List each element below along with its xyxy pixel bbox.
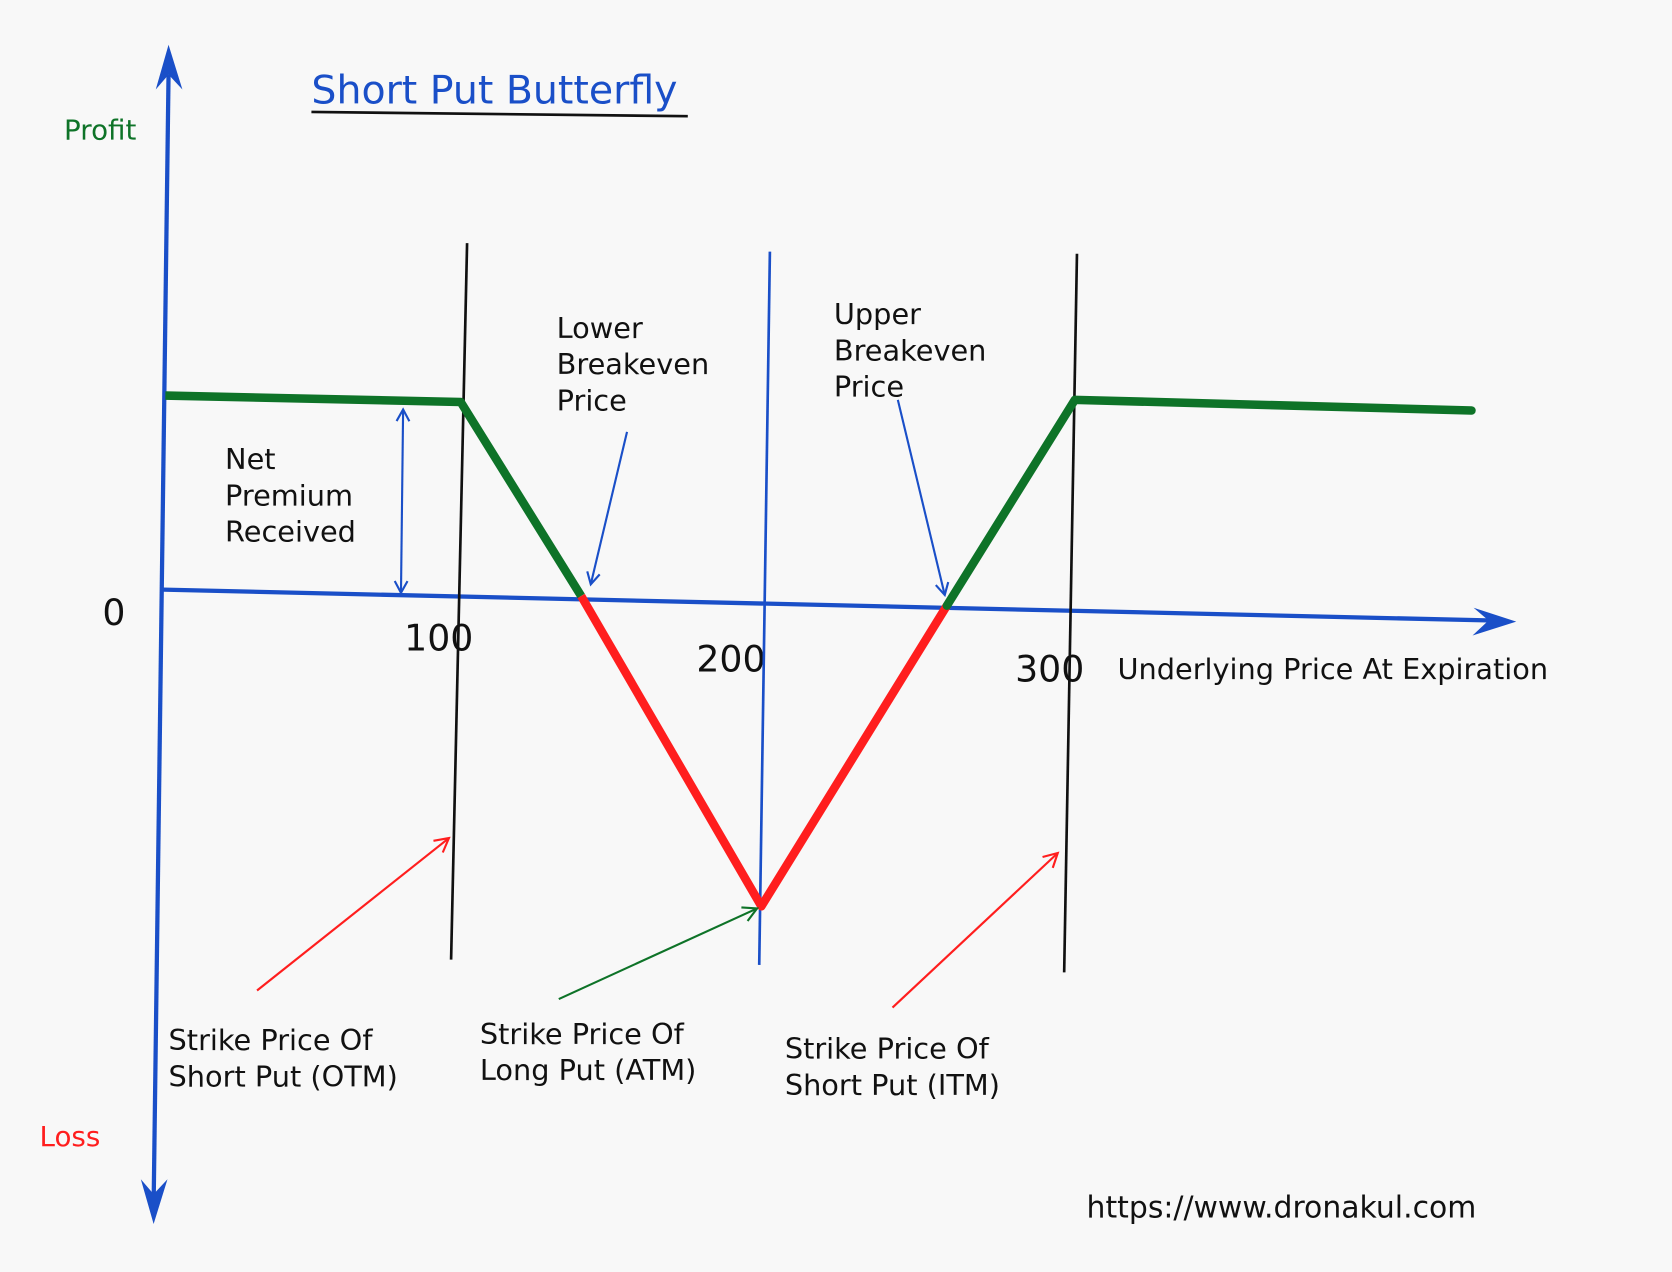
- net-premium-label: Net Premium Received: [225, 442, 362, 549]
- strike-atm-label: Strike Price Of Long Put (ATM): [480, 1017, 697, 1087]
- x-axis: [163, 587, 1493, 623]
- strike-atm-arrow-icon: [558, 908, 757, 1001]
- upper-breakeven-label: Upper Breakeven Price: [834, 297, 996, 404]
- lower-breakeven-label: Lower Breakeven Price: [557, 311, 719, 418]
- y-axis: [151, 74, 171, 1205]
- footer-url: https://www.dronakul.com: [1087, 1191, 1477, 1226]
- title-underline: [311, 110, 688, 118]
- strike-line-otm: [449, 243, 469, 960]
- net-premium-arrow-icon: [401, 409, 403, 592]
- strike-otm-label: Strike Price Of Short Put (OTM): [169, 1023, 398, 1093]
- chart-title: Short Put Butterfly: [311, 67, 677, 113]
- strike-itm-arrow-icon: [891, 853, 1058, 1009]
- payoff-profit-right: [942, 395, 1476, 610]
- loss-label: Loss: [40, 1120, 101, 1153]
- profit-label: Profit: [64, 114, 136, 147]
- payoff-loss-region: [577, 593, 951, 911]
- strike-line-itm: [1062, 253, 1079, 973]
- strike-otm-arrow-icon: [256, 838, 449, 992]
- lower-breakeven-arrow-icon: [591, 431, 629, 584]
- upper-breakeven-arrow-icon: [896, 399, 945, 595]
- zero-label: 0: [102, 591, 125, 634]
- tick-label-100: 100: [404, 616, 473, 659]
- y-axis-down-arrow-icon: [140, 1179, 168, 1225]
- x-axis-label: Underlying Price At Expiration: [1117, 652, 1548, 686]
- tick-label-300: 300: [1015, 647, 1084, 690]
- payoff-profit-left: [165, 391, 585, 599]
- y-axis-up-arrow-icon: [155, 44, 183, 90]
- strike-line-atm: [757, 251, 772, 965]
- strike-itm-label: Strike Price Of Short Put (ITM): [785, 1032, 1000, 1102]
- x-axis-arrow-icon: [1472, 607, 1517, 636]
- tick-label-200: 200: [696, 638, 765, 681]
